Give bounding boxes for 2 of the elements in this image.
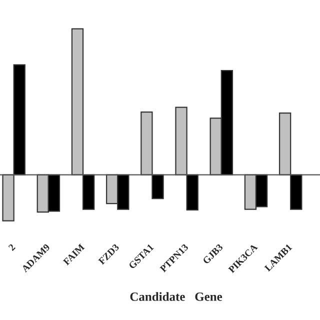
x-tick-label: 2 [8,244,16,251]
x-axis-title: Candidate Gene [130,292,222,301]
